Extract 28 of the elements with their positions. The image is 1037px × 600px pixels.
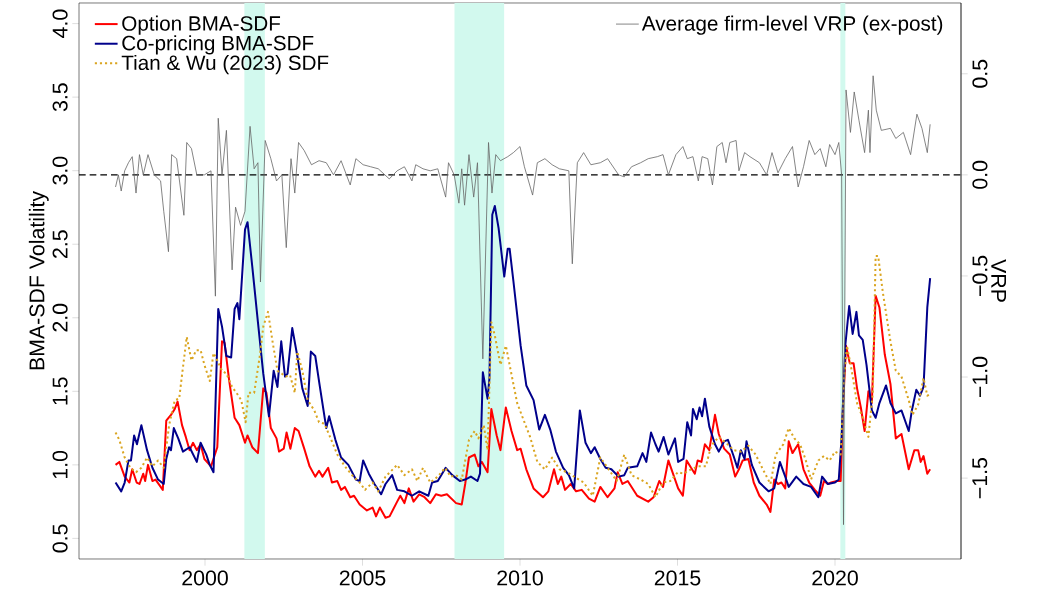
y2-tick-label: 0.5	[972, 59, 988, 88]
line-series	[115, 75, 931, 526]
y2-axis-title: VRP	[991, 259, 1006, 302]
line-series	[114, 204, 932, 499]
y-tick-label: 3.0	[52, 156, 68, 185]
y-tick-label: 2.0	[52, 303, 68, 332]
x-tick-label: 2005	[339, 570, 386, 586]
y2-tick-label: −1.5	[972, 457, 988, 499]
x-tick-label: 2010	[497, 570, 543, 586]
y-tick-label: 1.0	[52, 450, 68, 479]
line-series	[114, 294, 932, 519]
y-tick-label: 4.0	[52, 9, 68, 38]
y-tick-label: 3.5	[52, 83, 68, 112]
x-tick-label: 2015	[654, 570, 701, 586]
y-axis-title: BMA-SDF Volatility	[28, 190, 49, 370]
line-series	[114, 254, 932, 499]
y-tick-label: 2.5	[52, 230, 68, 258]
x-tick-label: 2000	[182, 570, 228, 586]
legend-label: Average firm-level VRP (ex-post)	[641, 15, 943, 35]
y2-tick-label: 0.0	[972, 160, 988, 189]
y-tick-label: 0.5	[52, 524, 68, 553]
y2-tick-label: −1.0	[972, 356, 988, 398]
legend-label: Option BMA-SDF	[122, 15, 281, 35]
legend-label: Co-pricing BMA-SDF	[122, 35, 314, 55]
y-tick-label: 1.5	[52, 377, 68, 405]
y2-tick-label: −0.5	[972, 255, 988, 296]
legend-label: Tian & Wu (2023) SDF	[121, 54, 329, 75]
x-tick-label: 2020	[812, 570, 858, 586]
